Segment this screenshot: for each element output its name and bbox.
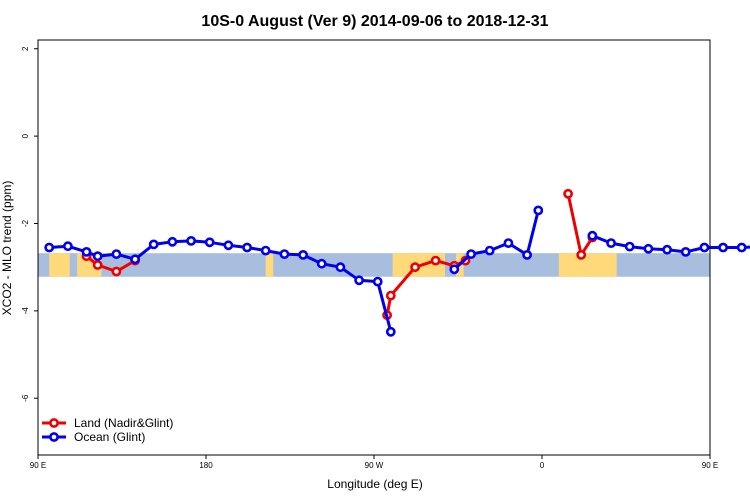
y-tick-label: 2 bbox=[21, 46, 30, 51]
legend-swatch-point bbox=[49, 432, 59, 442]
data-point bbox=[699, 242, 710, 253]
series-line bbox=[566, 193, 594, 257]
x-tick-label: 90 E bbox=[702, 461, 718, 470]
data-point bbox=[372, 276, 383, 287]
data-point bbox=[92, 251, 103, 262]
data-point bbox=[111, 249, 122, 259]
data-point bbox=[503, 238, 514, 248]
y-axis: 2 0 -2 -4 -6 bbox=[21, 46, 38, 402]
y-tick-label: -6 bbox=[21, 394, 30, 402]
y-tick-label: -2 bbox=[21, 219, 30, 227]
ocean-band bbox=[38, 253, 710, 277]
data-point bbox=[410, 262, 420, 273]
y-axis-label: XCO2 - MLO trend (ppm) bbox=[0, 181, 14, 316]
data-point bbox=[204, 237, 215, 248]
data-point bbox=[279, 249, 290, 259]
legend: Land (Nadir&Glint)Ocean (Glint) bbox=[42, 416, 173, 444]
x-tick-label: 90 E bbox=[30, 461, 46, 470]
data-point bbox=[148, 239, 159, 250]
data-point bbox=[63, 241, 73, 252]
legend-item: Ocean (Glint) bbox=[42, 430, 145, 444]
data-point bbox=[354, 275, 364, 286]
land-band bbox=[265, 253, 274, 277]
data-point bbox=[680, 246, 691, 257]
data-point bbox=[335, 262, 346, 273]
y-tick-label: -4 bbox=[21, 307, 30, 315]
data-point bbox=[223, 240, 234, 251]
data-point bbox=[385, 326, 396, 337]
series-line bbox=[85, 255, 136, 273]
legend-label: Land (Nadir&Glint) bbox=[74, 416, 173, 430]
data-point bbox=[563, 188, 573, 199]
data-point bbox=[316, 258, 327, 269]
land-band bbox=[558, 253, 617, 277]
data-point bbox=[298, 249, 308, 260]
data-point bbox=[430, 255, 441, 266]
data-point bbox=[167, 236, 178, 247]
series-layer bbox=[44, 188, 750, 337]
x-tick-label: 180 bbox=[199, 461, 213, 470]
data-point bbox=[242, 242, 252, 253]
data-point bbox=[662, 244, 672, 255]
x-tick-label: 90 W bbox=[365, 461, 384, 470]
data-point bbox=[587, 230, 598, 241]
data-point bbox=[111, 266, 122, 277]
chart-title: 10S-0 August (Ver 9) 2014-09-06 to 2018-… bbox=[201, 13, 548, 30]
data-point bbox=[466, 249, 476, 259]
data-point bbox=[643, 243, 654, 254]
data-point bbox=[576, 249, 587, 260]
data-point bbox=[624, 241, 635, 252]
data-point bbox=[44, 242, 55, 253]
series-line bbox=[591, 234, 750, 254]
data-point bbox=[533, 205, 544, 216]
data-point bbox=[260, 245, 271, 256]
x-tick-label: 0 bbox=[540, 461, 545, 470]
land-band bbox=[49, 253, 70, 277]
data-point bbox=[130, 254, 140, 265]
data-point bbox=[449, 264, 460, 275]
data-point bbox=[92, 260, 103, 270]
data-point bbox=[718, 242, 728, 253]
data-point bbox=[484, 245, 495, 256]
y-tick-label: 0 bbox=[21, 133, 30, 138]
data-point bbox=[186, 235, 196, 246]
legend-item: Land (Nadir&Glint) bbox=[42, 416, 173, 430]
x-axis-label: Longitude (deg E) bbox=[327, 477, 422, 491]
data-point bbox=[606, 238, 616, 248]
x-axis: 90 E 180 90 W 0 90 E bbox=[30, 455, 718, 470]
series-ocean bbox=[44, 205, 750, 337]
legend-swatch-point bbox=[49, 418, 59, 428]
data-point bbox=[522, 249, 532, 260]
data-point bbox=[385, 290, 396, 301]
data-point bbox=[736, 242, 747, 253]
data-point bbox=[81, 246, 92, 257]
legend-label: Ocean (Glint) bbox=[74, 430, 145, 444]
